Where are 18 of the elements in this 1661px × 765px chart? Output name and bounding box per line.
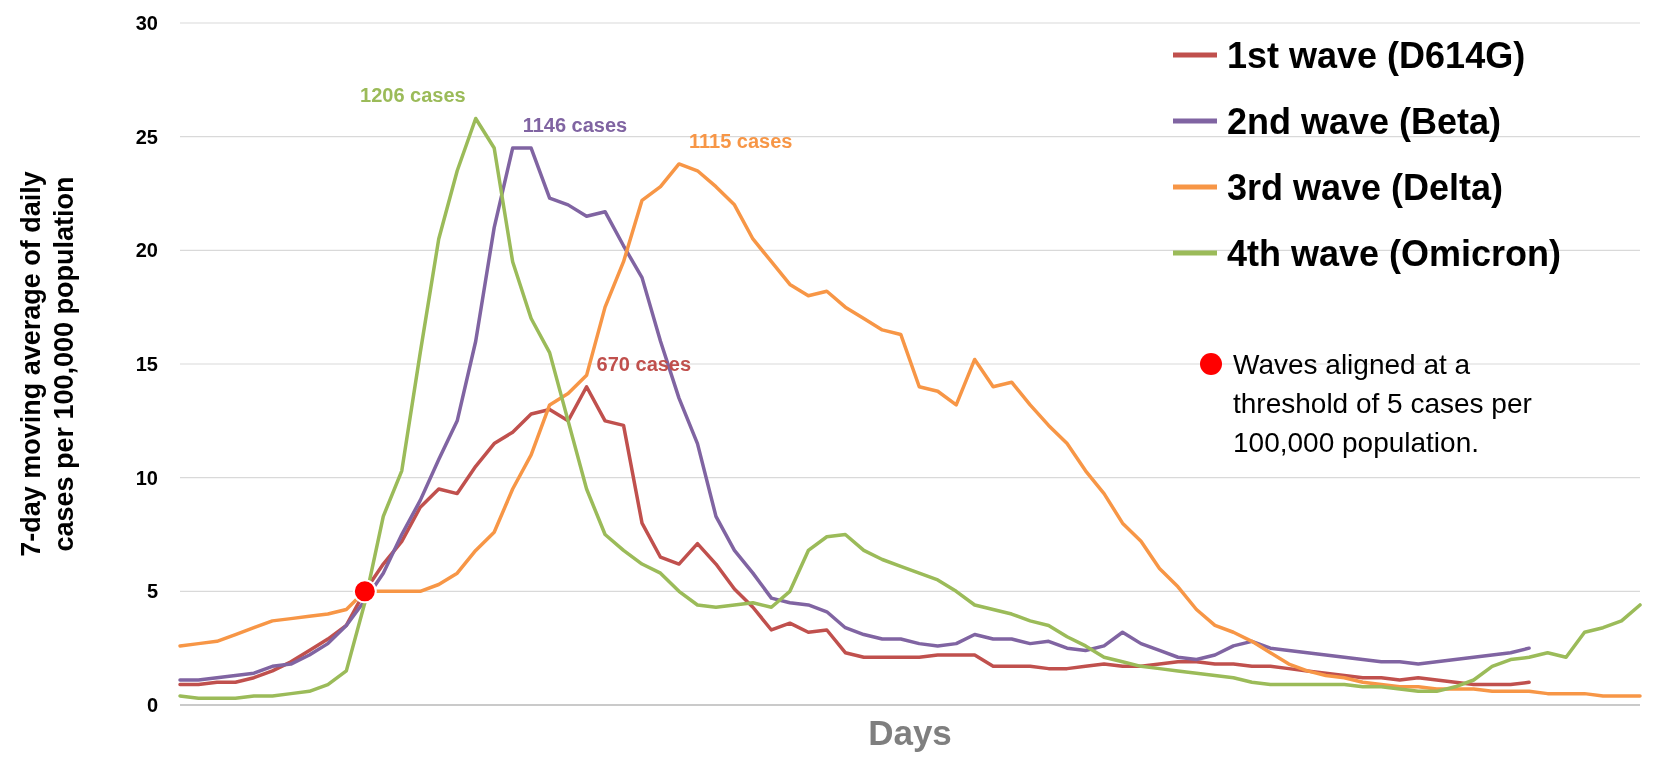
line-series [178, 384, 1531, 687]
annotation: 1206 cases [360, 84, 466, 107]
legend-label: 2nd wave (Beta) [1227, 100, 1502, 142]
annotation: 1115 cases [688, 129, 793, 152]
y-tick-label: 0 [146, 694, 158, 716]
legend-label: 4th wave (Omicron) [1227, 232, 1562, 274]
y-tick-label: 10 [135, 466, 158, 489]
y-tick-label: 15 [135, 353, 158, 375]
legend-label: Waves aligned at a threshold of 5 cases per 100,000 population. [1233, 348, 1532, 458]
y-tick-label: 25 [135, 125, 158, 148]
y-tick-label: 5 [146, 580, 158, 603]
legend-label: 1st wave (D614G) [1227, 34, 1526, 76]
y-tick-label: 30 [135, 12, 158, 34]
legend-label: 3rd wave (Delta) [1227, 166, 1504, 208]
x-axis-title: Days [868, 713, 952, 752]
annotation: 1146 cases [522, 114, 628, 137]
y-tick-label: 20 [135, 239, 158, 262]
y-axis-title: 7-day moving average of daily cases per 100,000 population [16, 171, 79, 557]
